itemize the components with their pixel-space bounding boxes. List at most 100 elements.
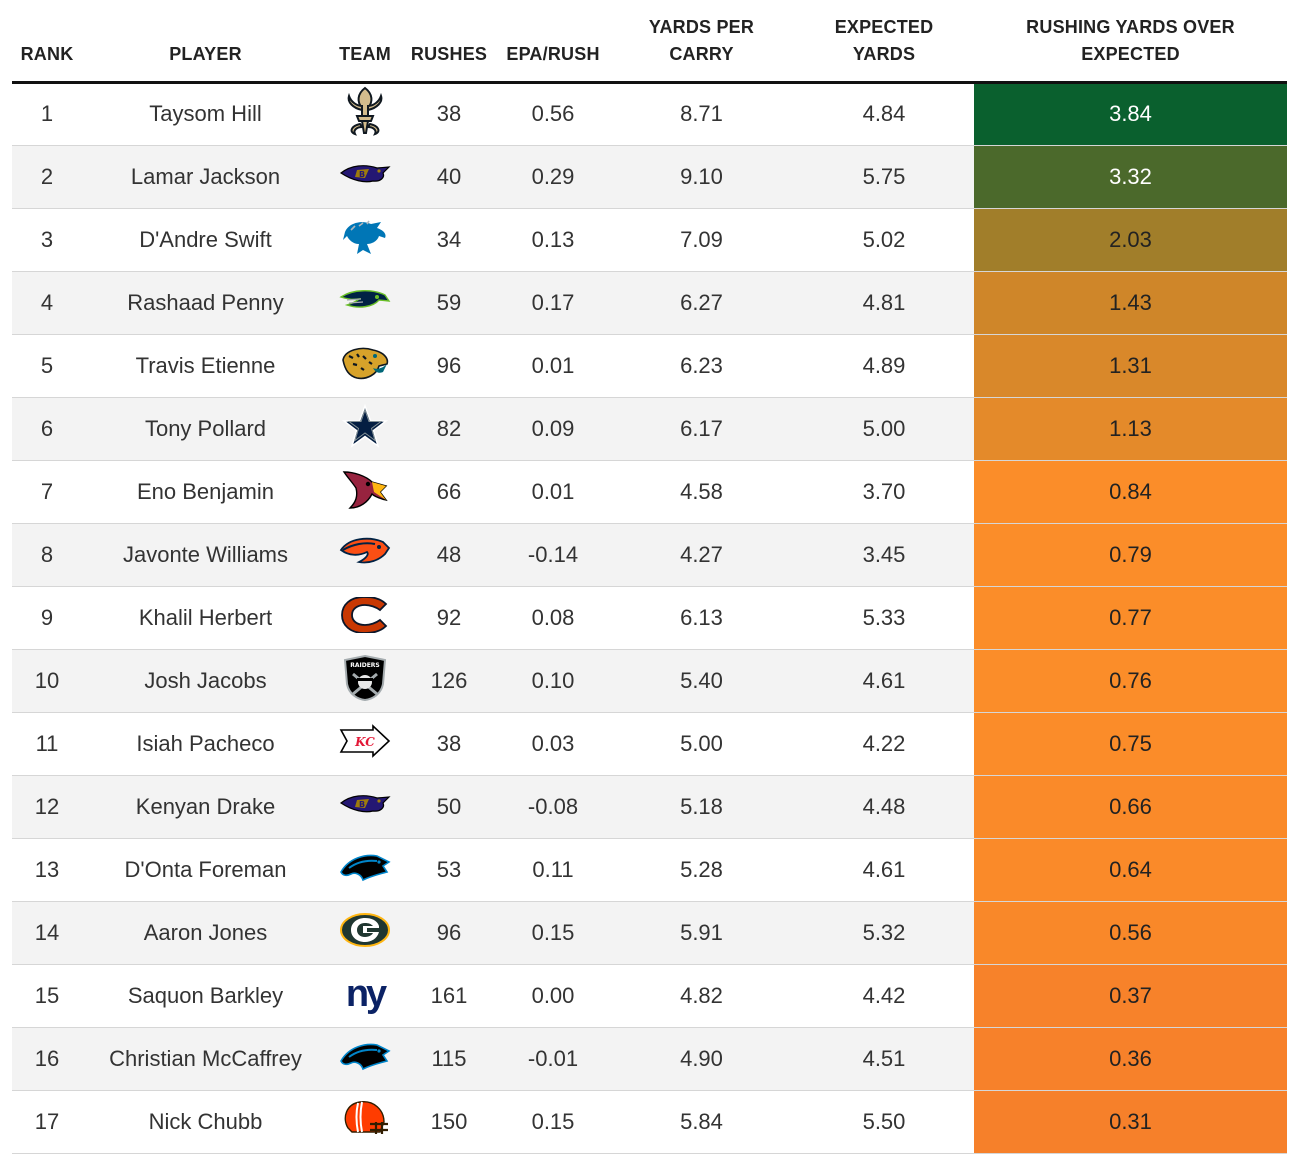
epa-rush-cell: 0.56 bbox=[497, 82, 609, 146]
rushes-cell: 34 bbox=[401, 208, 497, 272]
rank-cell: 11 bbox=[12, 712, 82, 776]
rushes-cell: 66 bbox=[401, 460, 497, 524]
svg-text:KC: KC bbox=[354, 735, 375, 749]
yards-per-carry-cell: 4.90 bbox=[609, 1027, 794, 1091]
team-logo-cell: ny bbox=[329, 964, 401, 1028]
header-ryoe[interactable]: RUSHING YARDS OVER EXPECTED bbox=[974, 0, 1287, 82]
rank-cell: 3 bbox=[12, 208, 82, 272]
expected-yards-cell: 4.48 bbox=[794, 775, 974, 839]
ryoe-cell: 3.32 bbox=[974, 145, 1287, 209]
ryoe-cell: 0.77 bbox=[974, 586, 1287, 650]
rank-cell: 2 bbox=[12, 145, 82, 209]
table-row: 7 Eno Benjamin 66 0.01 4.58 3.70 0.84 bbox=[12, 460, 1287, 524]
yards-per-carry-cell: 8.71 bbox=[609, 82, 794, 146]
header-row: RANK PLAYER TEAM RUSHES EPA/RUSH YARDS P… bbox=[12, 0, 1287, 82]
ravens-logo: B bbox=[329, 791, 401, 823]
seahawks-logo bbox=[329, 287, 401, 319]
lions-logo bbox=[329, 218, 401, 262]
player-name-cell: Rashaad Penny bbox=[82, 271, 329, 335]
svg-text:B: B bbox=[359, 170, 365, 179]
ryoe-cell: 0.66 bbox=[974, 775, 1287, 839]
header-epa-rush[interactable]: EPA/RUSH bbox=[506, 43, 600, 64]
epa-rush-cell: 0.13 bbox=[497, 208, 609, 272]
header-exp-line1: EXPECTED bbox=[834, 16, 934, 37]
expected-yards-cell: 3.70 bbox=[794, 460, 974, 524]
ryoe-cell: 2.03 bbox=[974, 208, 1287, 272]
epa-rush-cell: 0.15 bbox=[497, 1090, 609, 1154]
yards-per-carry-cell: 5.28 bbox=[609, 838, 794, 902]
rushes-cell: 92 bbox=[401, 586, 497, 650]
saints-logo bbox=[329, 86, 401, 142]
header-expected-yards[interactable]: EXPECTED YARDS bbox=[794, 0, 974, 82]
player-name-cell: D'Onta Foreman bbox=[82, 838, 329, 902]
panthers-logo bbox=[329, 852, 401, 888]
header-rank[interactable]: RANK bbox=[20, 43, 74, 64]
team-logo-cell: B bbox=[329, 775, 401, 839]
rank-cell: 5 bbox=[12, 334, 82, 398]
rushes-cell: 50 bbox=[401, 775, 497, 839]
yards-per-carry-cell: 5.00 bbox=[609, 712, 794, 776]
rushes-cell: 150 bbox=[401, 1090, 497, 1154]
table-row: 9 Khalil Herbert 92 0.08 6.13 5.33 0.77 bbox=[12, 586, 1287, 650]
yards-per-carry-cell: 5.40 bbox=[609, 649, 794, 713]
rank-cell: 16 bbox=[12, 1027, 82, 1091]
rushes-cell: 59 bbox=[401, 271, 497, 335]
table-row: 1 Taysom Hill 38 0.56 8.71 4.84 3.84 bbox=[12, 82, 1287, 146]
table-row: 3 D'Andre Swift 34 0.13 7.09 5.02 2.03 bbox=[12, 208, 1287, 272]
giants-logo: ny bbox=[329, 972, 401, 1020]
team-logo-cell bbox=[329, 901, 401, 965]
team-logo-cell bbox=[329, 208, 401, 272]
expected-yards-cell: 5.50 bbox=[794, 1090, 974, 1154]
ravens-logo: B bbox=[329, 161, 401, 193]
player-name-cell: Christian McCaffrey bbox=[82, 1027, 329, 1091]
yards-per-carry-cell: 6.27 bbox=[609, 271, 794, 335]
table-row: 15 Saquon Barkley ny 161 0.00 4.82 4.42 0.37 bbox=[12, 964, 1287, 1028]
yards-per-carry-cell: 6.17 bbox=[609, 397, 794, 461]
expected-yards-cell: 5.75 bbox=[794, 145, 974, 209]
rank-cell: 17 bbox=[12, 1090, 82, 1154]
ryoe-cell: 0.64 bbox=[974, 838, 1287, 902]
header-yards-per-carry[interactable]: YARDS PER CARRY bbox=[609, 0, 794, 82]
epa-rush-cell: 0.08 bbox=[497, 586, 609, 650]
rushing-table: RANK PLAYER TEAM RUSHES EPA/RUSH YARDS P… bbox=[12, 0, 1287, 1154]
expected-yards-cell: 4.22 bbox=[794, 712, 974, 776]
table-body: 1 Taysom Hill 38 0.56 8.71 4.84 3.84 2 Lamar Jac… bbox=[12, 82, 1287, 1154]
yards-per-carry-cell: 6.23 bbox=[609, 334, 794, 398]
player-name-cell: Josh Jacobs bbox=[82, 649, 329, 713]
header-ryoe-line1: RUSHING YARDS OVER bbox=[1026, 16, 1235, 37]
chiefs-logo: KC bbox=[329, 723, 401, 764]
player-name-cell: Nick Chubb bbox=[82, 1090, 329, 1154]
browns-logo bbox=[329, 1098, 401, 1146]
header-exp-line2: YARDS bbox=[852, 43, 916, 64]
team-logo-cell bbox=[329, 334, 401, 398]
header-rushes[interactable]: RUSHES bbox=[410, 43, 488, 64]
rank-cell: 9 bbox=[12, 586, 82, 650]
header-team[interactable]: TEAM bbox=[339, 43, 391, 64]
epa-rush-cell: 0.17 bbox=[497, 271, 609, 335]
rushes-cell: 48 bbox=[401, 523, 497, 587]
yards-per-carry-cell: 4.82 bbox=[609, 964, 794, 1028]
rushes-cell: 40 bbox=[401, 145, 497, 209]
epa-rush-cell: -0.14 bbox=[497, 523, 609, 587]
table-row: 2 Lamar Jackson B 40 0.29 9.10 5.75 3.32 bbox=[12, 145, 1287, 209]
epa-rush-cell: 0.09 bbox=[497, 397, 609, 461]
rank-cell: 7 bbox=[12, 460, 82, 524]
player-name-cell: Lamar Jackson bbox=[82, 145, 329, 209]
epa-rush-cell: 0.15 bbox=[497, 901, 609, 965]
ryoe-cell: 0.84 bbox=[974, 460, 1287, 524]
ryoe-cell: 0.36 bbox=[974, 1027, 1287, 1091]
epa-rush-cell: 0.10 bbox=[497, 649, 609, 713]
header-player[interactable]: PLAYER bbox=[169, 43, 242, 64]
epa-rush-cell: 0.03 bbox=[497, 712, 609, 776]
rushes-cell: 38 bbox=[401, 712, 497, 776]
rushes-cell: 53 bbox=[401, 838, 497, 902]
player-name-cell: Taysom Hill bbox=[82, 82, 329, 146]
team-logo-cell: B bbox=[329, 145, 401, 209]
ryoe-cell: 0.79 bbox=[974, 523, 1287, 587]
team-logo-cell: KC bbox=[329, 712, 401, 776]
table-row: 6 Tony Pollard 82 0.09 6.17 5.00 1.13 bbox=[12, 397, 1287, 461]
panthers-logo bbox=[329, 1041, 401, 1077]
rushes-cell: 115 bbox=[401, 1027, 497, 1091]
rushes-cell: 161 bbox=[401, 964, 497, 1028]
player-name-cell: D'Andre Swift bbox=[82, 208, 329, 272]
